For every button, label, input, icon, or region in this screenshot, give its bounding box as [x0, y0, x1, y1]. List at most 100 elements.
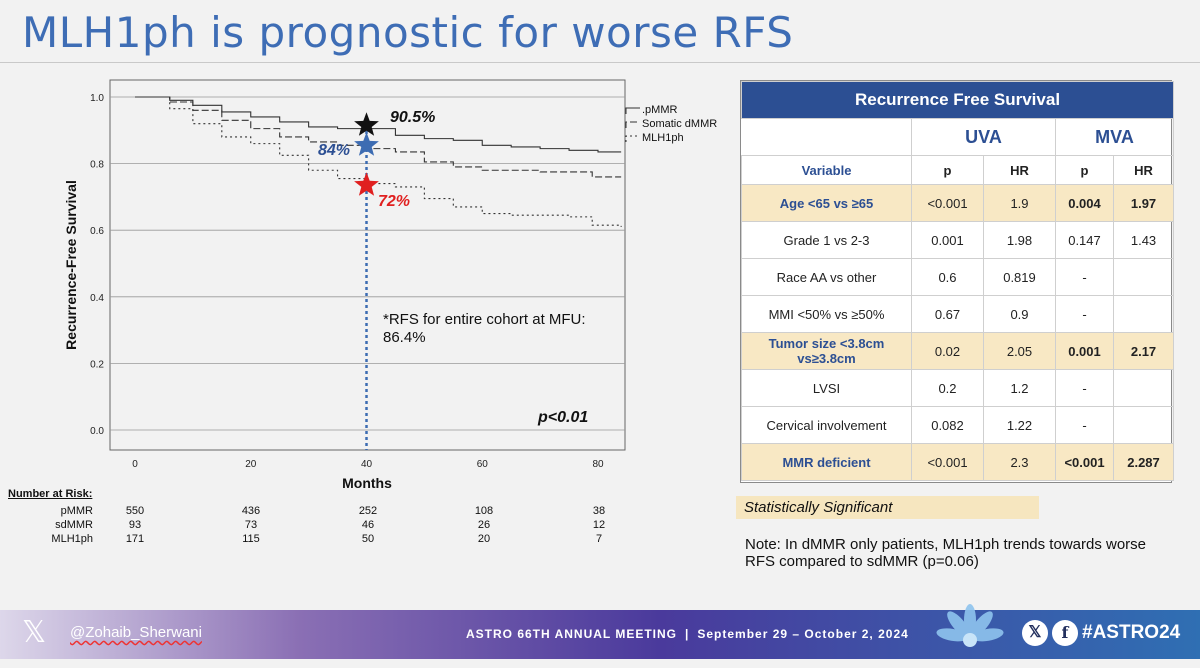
mva-p-cell: -: [1055, 406, 1114, 444]
uva-hr-cell: 1.22: [983, 406, 1056, 444]
handle-text: @Zohaib_Sherwani: [70, 624, 202, 641]
variable-cell: MMI <50% vs ≥50%: [741, 295, 912, 333]
rfs-table-row: Tumor size <3.8cm vs≥3.8cm 0.02 2.05 0.001 2…: [741, 332, 1175, 370]
survival-callout: 84%: [318, 142, 350, 159]
km-chart: 0.0 0.2 0.4 0.6 0.8 1.0 0 20 40 60 80 Months Recurre…: [63, 79, 717, 490]
meeting-dates: September 29 – October 2, 2024: [697, 627, 909, 641]
uva-hr-cell: 1.98: [983, 221, 1056, 259]
survival-callout: 90.5%: [390, 109, 435, 126]
risk-row-label: sdMMR: [55, 519, 93, 531]
mva-hr-cell: 1.43: [1112, 221, 1175, 259]
rfs-table-container: Recurrence Free Survival UVA MVA Variabl…: [740, 80, 1175, 483]
variable-cell: Grade 1 vs 2-3: [741, 221, 912, 259]
mva-p-cell: 0.001: [1055, 332, 1114, 370]
rfs-table-row: Grade 1 vs 2-3 0.001 1.98 0.147 1.43: [741, 221, 1175, 259]
risk-count: 252: [358, 505, 378, 517]
risk-count: 73: [244, 519, 258, 531]
mva-p-cell: 0.004: [1055, 184, 1114, 222]
km-curve-pmmr: [135, 96, 622, 153]
rfs-table-row: Cervical involvement 0.082 1.22-: [741, 406, 1175, 444]
rfs-table-corner: [741, 118, 912, 156]
facebook-icon[interactable]: f: [1052, 620, 1078, 646]
uva-p-cell: 0.6: [911, 258, 984, 296]
significance-legend: Statistically Significant: [736, 496, 1039, 519]
risk-count: 26: [477, 519, 491, 531]
legend-line: [625, 107, 640, 114]
variable-cell: Tumor size <3.8cm vs≥3.8cm: [741, 332, 912, 370]
variable-cell: MMR deficient: [741, 443, 912, 481]
rfs-table: Recurrence Free Survival UVA MVA Variabl…: [740, 81, 1175, 481]
survival-star-sdmmr: [354, 132, 379, 156]
risk-count: 50: [361, 533, 375, 545]
risk-count: 46: [361, 519, 375, 531]
mva-p-cell: <0.001: [1055, 443, 1114, 481]
footer-bar: 𝕏 @Zohaib_Sherwani ASTRO 66TH ANNUAL MEE…: [0, 604, 1200, 659]
uva-hr-cell: 1.2: [983, 369, 1056, 407]
page-title: MLH1ph is prognostic for worse RFS: [22, 8, 794, 57]
risk-row: sdMMR 93 73 46 26 12: [8, 519, 628, 533]
uva-hr-cell: 1.9: [983, 184, 1056, 222]
risk-count: 7: [595, 533, 603, 545]
risk-count: 171: [125, 533, 145, 545]
mva-p-cell: -: [1055, 295, 1114, 333]
rfs-table-row: LVSI 0.2 1.2-: [741, 369, 1175, 407]
uva-p-cell: 0.2: [911, 369, 984, 407]
risk-row-label: pMMR: [60, 505, 93, 517]
mva-hr-cell: 1.97: [1112, 184, 1175, 222]
mva-p-cell: -: [1055, 369, 1114, 407]
risk-count: 20: [477, 533, 491, 545]
meeting-separator: |: [685, 627, 690, 641]
legend-entry: .pMMR: [642, 104, 678, 116]
uva-p-cell: 0.001: [911, 221, 984, 259]
col-variable: Variable: [741, 155, 912, 185]
uva-header: UVA: [911, 118, 1056, 156]
y-tick-label: 1.0: [90, 93, 104, 104]
legend-entry: MLH1ph: [642, 132, 684, 144]
astro-emblem-icon: [936, 604, 1004, 647]
risk-count: 550: [125, 505, 145, 517]
y-axis-label: Recurrence-Free Survival: [63, 180, 79, 350]
risk-row: pMMR 550 436 252 108 38: [8, 505, 628, 519]
survival-star-pmmr: [354, 112, 379, 136]
risk-row-label: MLH1ph: [51, 533, 93, 545]
uva-hr-cell: 0.9: [983, 295, 1056, 333]
meeting-info: ASTRO 66TH ANNUAL MEETING | September 29 –…: [466, 627, 909, 641]
legend-entry: Somatic dMMR: [642, 118, 717, 130]
col-mva-p: p: [1055, 155, 1114, 185]
risk-table-heading: Number at Risk:: [8, 488, 93, 500]
col-uva-p: p: [911, 155, 984, 185]
x-social-icon[interactable]: 𝕏: [1022, 620, 1048, 646]
mva-header: MVA: [1054, 118, 1175, 156]
y-tick-label: 0.0: [90, 426, 104, 437]
legend-line: [625, 135, 640, 142]
variable-cell: Cervical involvement: [741, 406, 912, 444]
legend-line: [625, 121, 640, 128]
uva-p-cell: <0.001: [911, 184, 984, 222]
mva-hr-cell: 2.17: [1112, 332, 1175, 370]
rfs-table-row: MMR deficient <0.001 2.3 <0.001 2.287: [741, 443, 1175, 481]
risk-count: 108: [474, 505, 494, 517]
uva-p-cell: 0.02: [911, 332, 984, 370]
rfs-table-row: MMI <50% vs ≥50% 0.67 0.9-: [741, 295, 1175, 333]
km-curve-somatic-dmmr: [135, 96, 622, 178]
uva-p-cell: 0.082: [911, 406, 984, 444]
risk-count: 12: [592, 519, 606, 531]
risk-count: 38: [592, 505, 606, 517]
x-tick-label: 80: [592, 459, 604, 470]
risk-count: 115: [242, 533, 260, 545]
cohort-rfs-value: 86.4%: [383, 329, 426, 346]
risk-count: 93: [128, 519, 142, 531]
variable-cell: Age <65 vs ≥65: [741, 184, 912, 222]
x-tick-label: 0: [132, 459, 138, 470]
mva-hr-cell: [1112, 406, 1175, 444]
p-value-label: p<0.01: [537, 409, 588, 426]
rfs-table-row: Race AA vs other 0.6 0.819-: [741, 258, 1175, 296]
survival-callout: 72%: [378, 193, 410, 210]
rfs-table-row: Age <65 vs ≥65 <0.001 1.9 0.004 1.97: [741, 184, 1175, 222]
mva-hr-cell: 2.287: [1112, 443, 1175, 481]
twitter-handle[interactable]: @Zohaib_Sherwani: [70, 624, 202, 641]
uva-p-cell: 0.67: [911, 295, 984, 333]
survival-star-mlh1ph: [354, 172, 379, 196]
variable-cell: LVSI: [741, 369, 912, 407]
title-divider: [0, 62, 1200, 63]
